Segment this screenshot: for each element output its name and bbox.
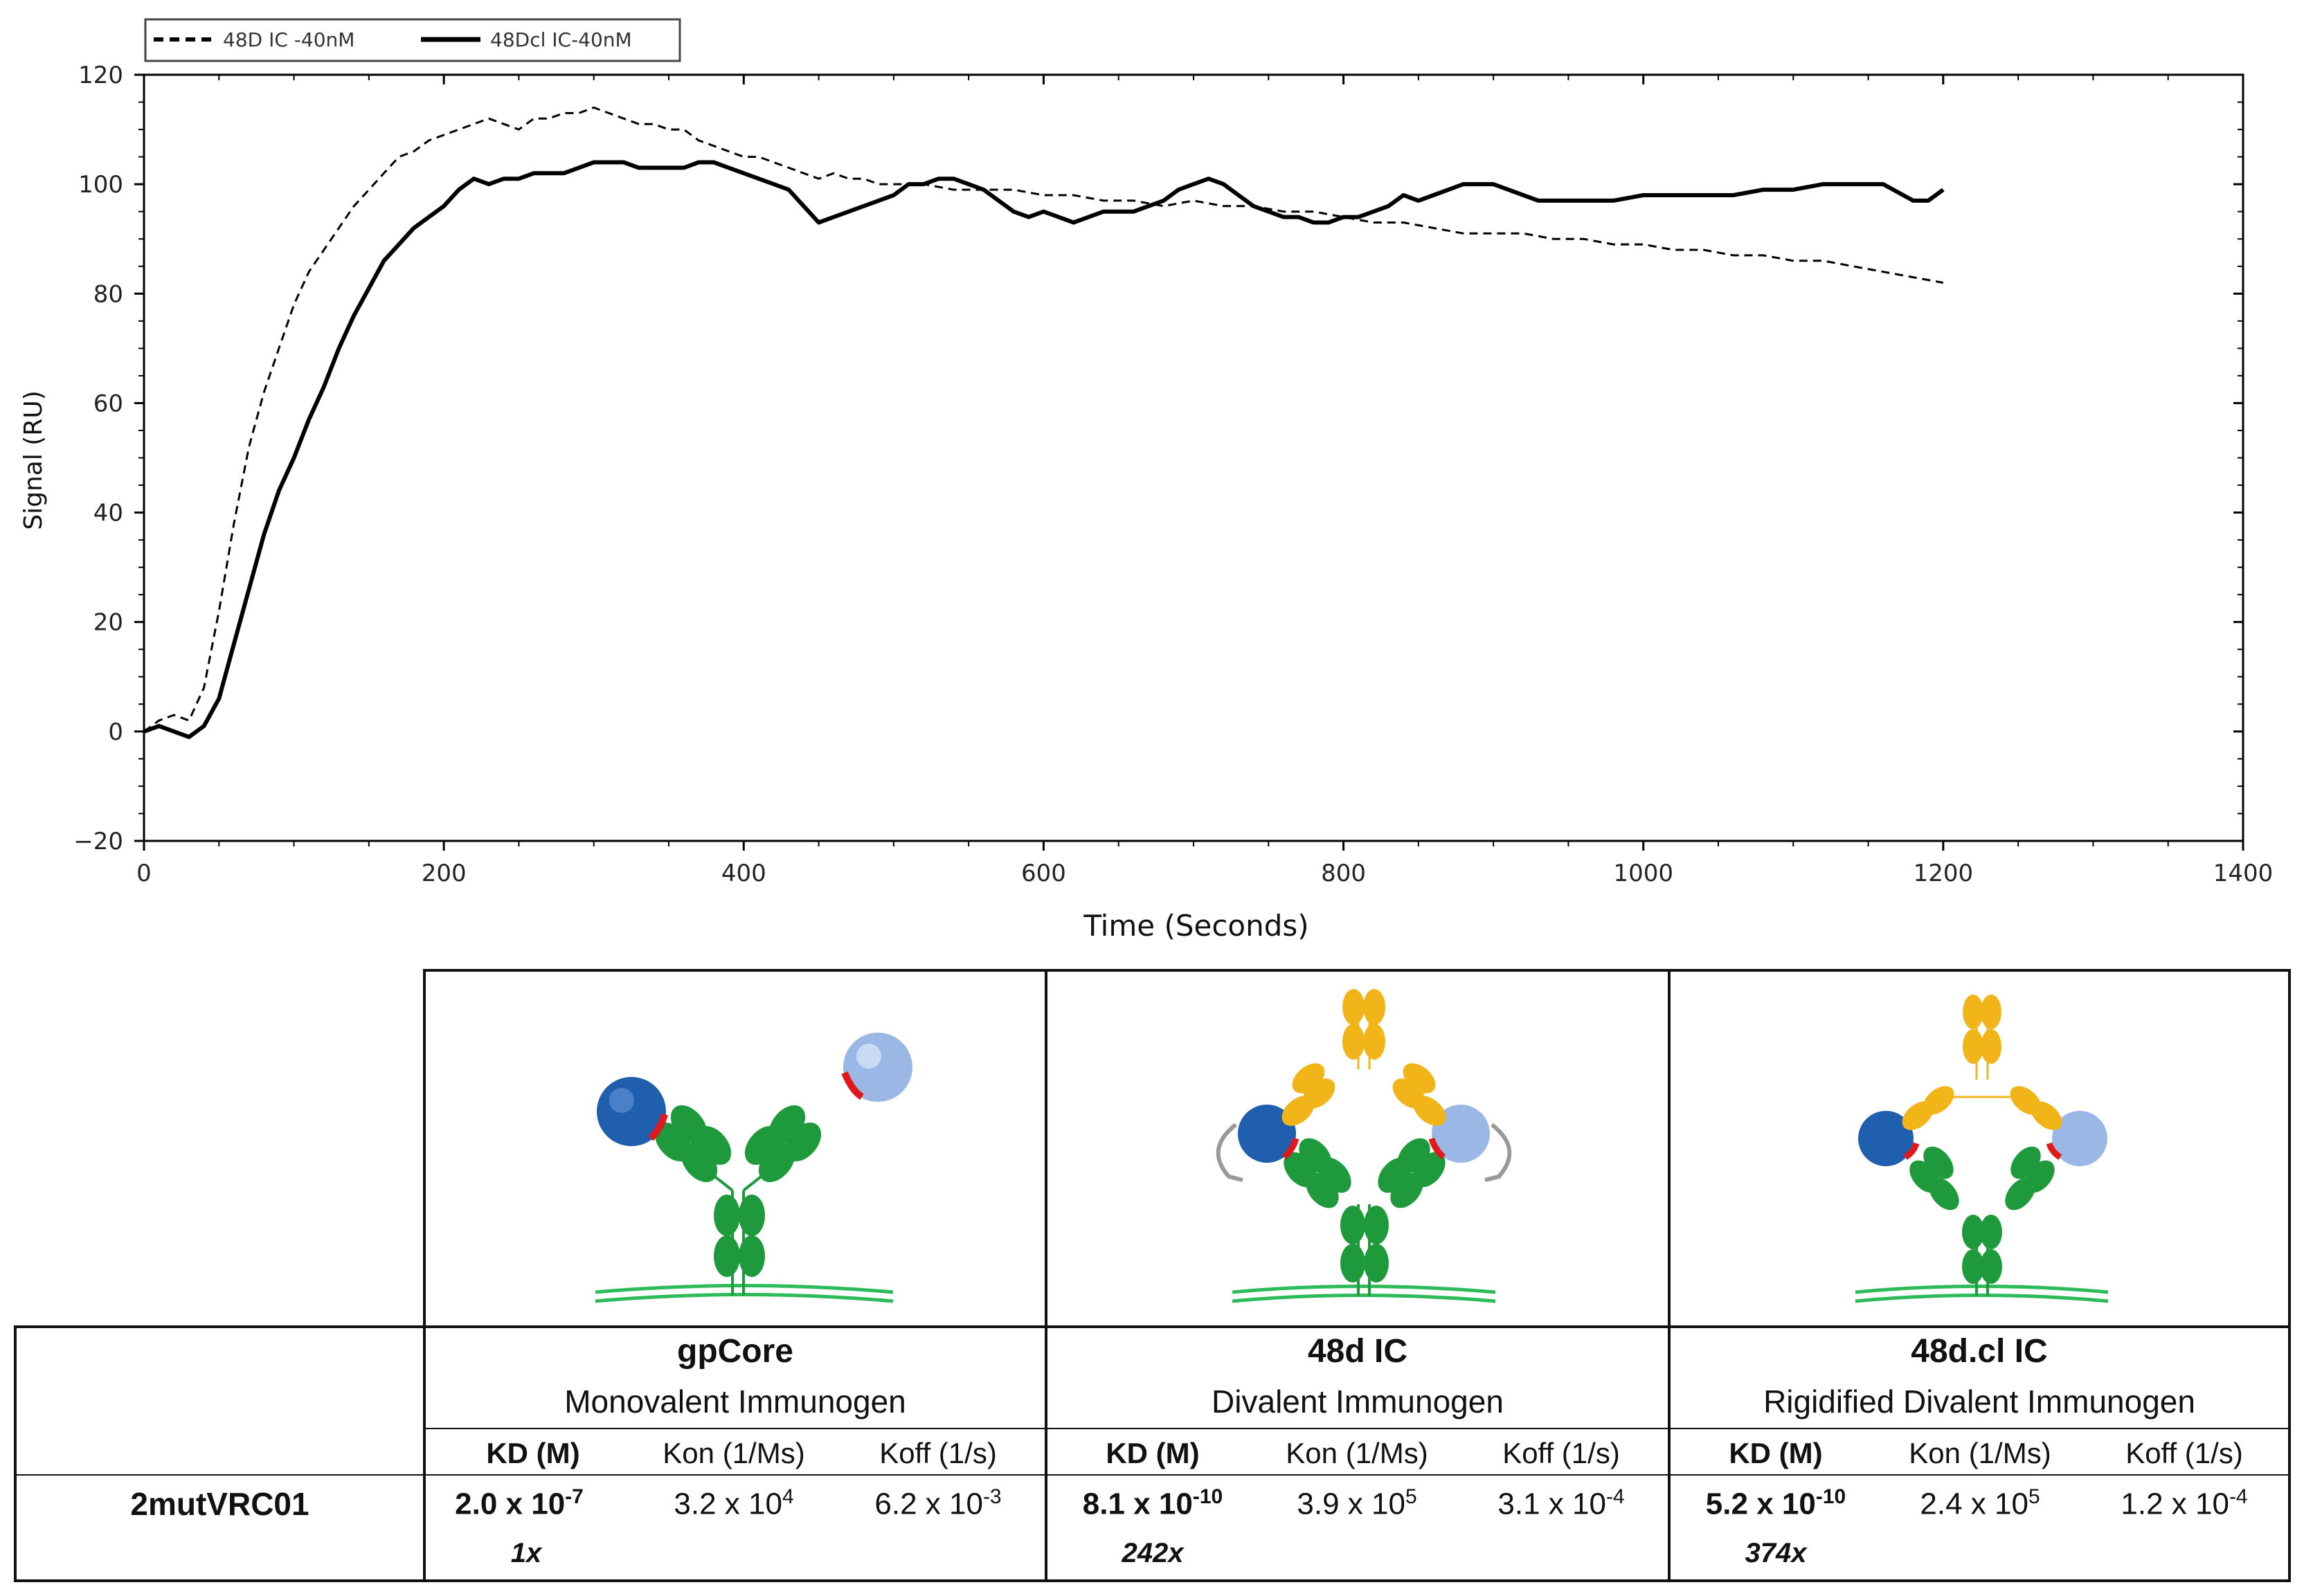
x-tick-label: 0 — [136, 860, 152, 887]
col3-name: 48d.cl IC — [1911, 1333, 2048, 1370]
col3-kon-value: 2.4 x 105 — [1920, 1485, 2040, 1521]
col2-kon-header: Kon (1/Ms) — [1286, 1437, 1428, 1469]
col2-kd-header: KD (M) — [1106, 1437, 1200, 1469]
illustration-48d-ic — [1216, 989, 1512, 1303]
illustration-gpcore — [595, 1033, 912, 1303]
y-tick-label: 60 — [93, 390, 123, 417]
col3-fold: 374x — [1745, 1538, 1807, 1568]
chart-legend: 48D IC -40nM 48Dcl IC-40nM — [144, 18, 681, 62]
col1-koff-value: 6.2 x 10-3 — [874, 1485, 1002, 1521]
col3-koff-value: 1.2 x 10-4 — [2121, 1485, 2248, 1521]
col3-kd-header: KD (M) — [1729, 1437, 1823, 1469]
illustration-48dcl-ic — [1855, 995, 2109, 1303]
y-tick-label: 100 — [78, 171, 123, 199]
col2-subtitle: Divalent Immunogen — [1212, 1384, 1504, 1420]
x-tick-label: 1200 — [1914, 860, 1974, 887]
col2-koff-header: Koff (1/s) — [1502, 1437, 1620, 1469]
col2-name: 48d IC — [1307, 1333, 1408, 1370]
col1-subtitle: Monovalent Immunogen — [564, 1384, 906, 1420]
col1-kd-value: 2.0 x 10-7 — [455, 1485, 584, 1521]
series-line-2 — [143, 160, 1945, 739]
col1-name: gpCore — [677, 1333, 793, 1370]
col1-koff-header: Koff (1/s) — [879, 1437, 997, 1469]
chart-series-layer — [143, 106, 1945, 739]
series-line-1 — [143, 106, 1944, 733]
x-tick-label: 1000 — [1613, 860, 1673, 887]
table-grid — [14, 969, 2291, 1582]
col1-kd-header: KD (M) — [486, 1437, 580, 1469]
y-tick-label: 0 — [108, 718, 123, 746]
x-tick-label: 1400 — [2213, 860, 2274, 887]
x-tick-label: 400 — [721, 860, 766, 887]
x-tick-label: 200 — [422, 860, 467, 887]
y-tick-label: −20 — [73, 828, 123, 855]
col2-koff-value: 3.1 x 10-4 — [1497, 1485, 1625, 1521]
col3-subtitle: Rigidified Divalent Immunogen — [1763, 1384, 2195, 1420]
col3-kd-value: 5.2 x 10-10 — [1705, 1485, 1846, 1521]
legend-label-series-2: 48Dcl IC-40nM — [490, 28, 632, 51]
data-table-frame — [14, 1325, 2291, 1582]
col2-fold: 242x — [1122, 1538, 1184, 1568]
y-tick-label: 20 — [93, 609, 123, 637]
y-tick-label: 40 — [93, 500, 123, 527]
x-axis-label: Time (Seconds) — [1083, 909, 1308, 943]
y-axis-label: Signal (RU) — [19, 390, 48, 529]
legend-box — [144, 18, 681, 62]
legend-label-series-1: 48D IC -40nM — [223, 28, 354, 51]
col1-fold: 1x — [510, 1538, 542, 1568]
col3-koff-header: Koff (1/s) — [2125, 1437, 2243, 1469]
col3-kon-header: Kon (1/Ms) — [1909, 1437, 2051, 1469]
col1-kon-value: 3.2 x 104 — [674, 1485, 794, 1521]
y-tick-label: 80 — [93, 280, 123, 308]
x-tick-label: 800 — [1321, 860, 1366, 887]
x-tick-label: 600 — [1021, 860, 1066, 887]
col2-kon-value: 3.9 x 105 — [1297, 1485, 1417, 1521]
col2-kd-value: 8.1 x 10-10 — [1082, 1485, 1223, 1521]
y-tick-label: 120 — [78, 62, 123, 89]
col1-kon-header: Kon (1/Ms) — [663, 1437, 805, 1469]
row-label-antibody: 2mutVRC01 — [130, 1486, 309, 1522]
